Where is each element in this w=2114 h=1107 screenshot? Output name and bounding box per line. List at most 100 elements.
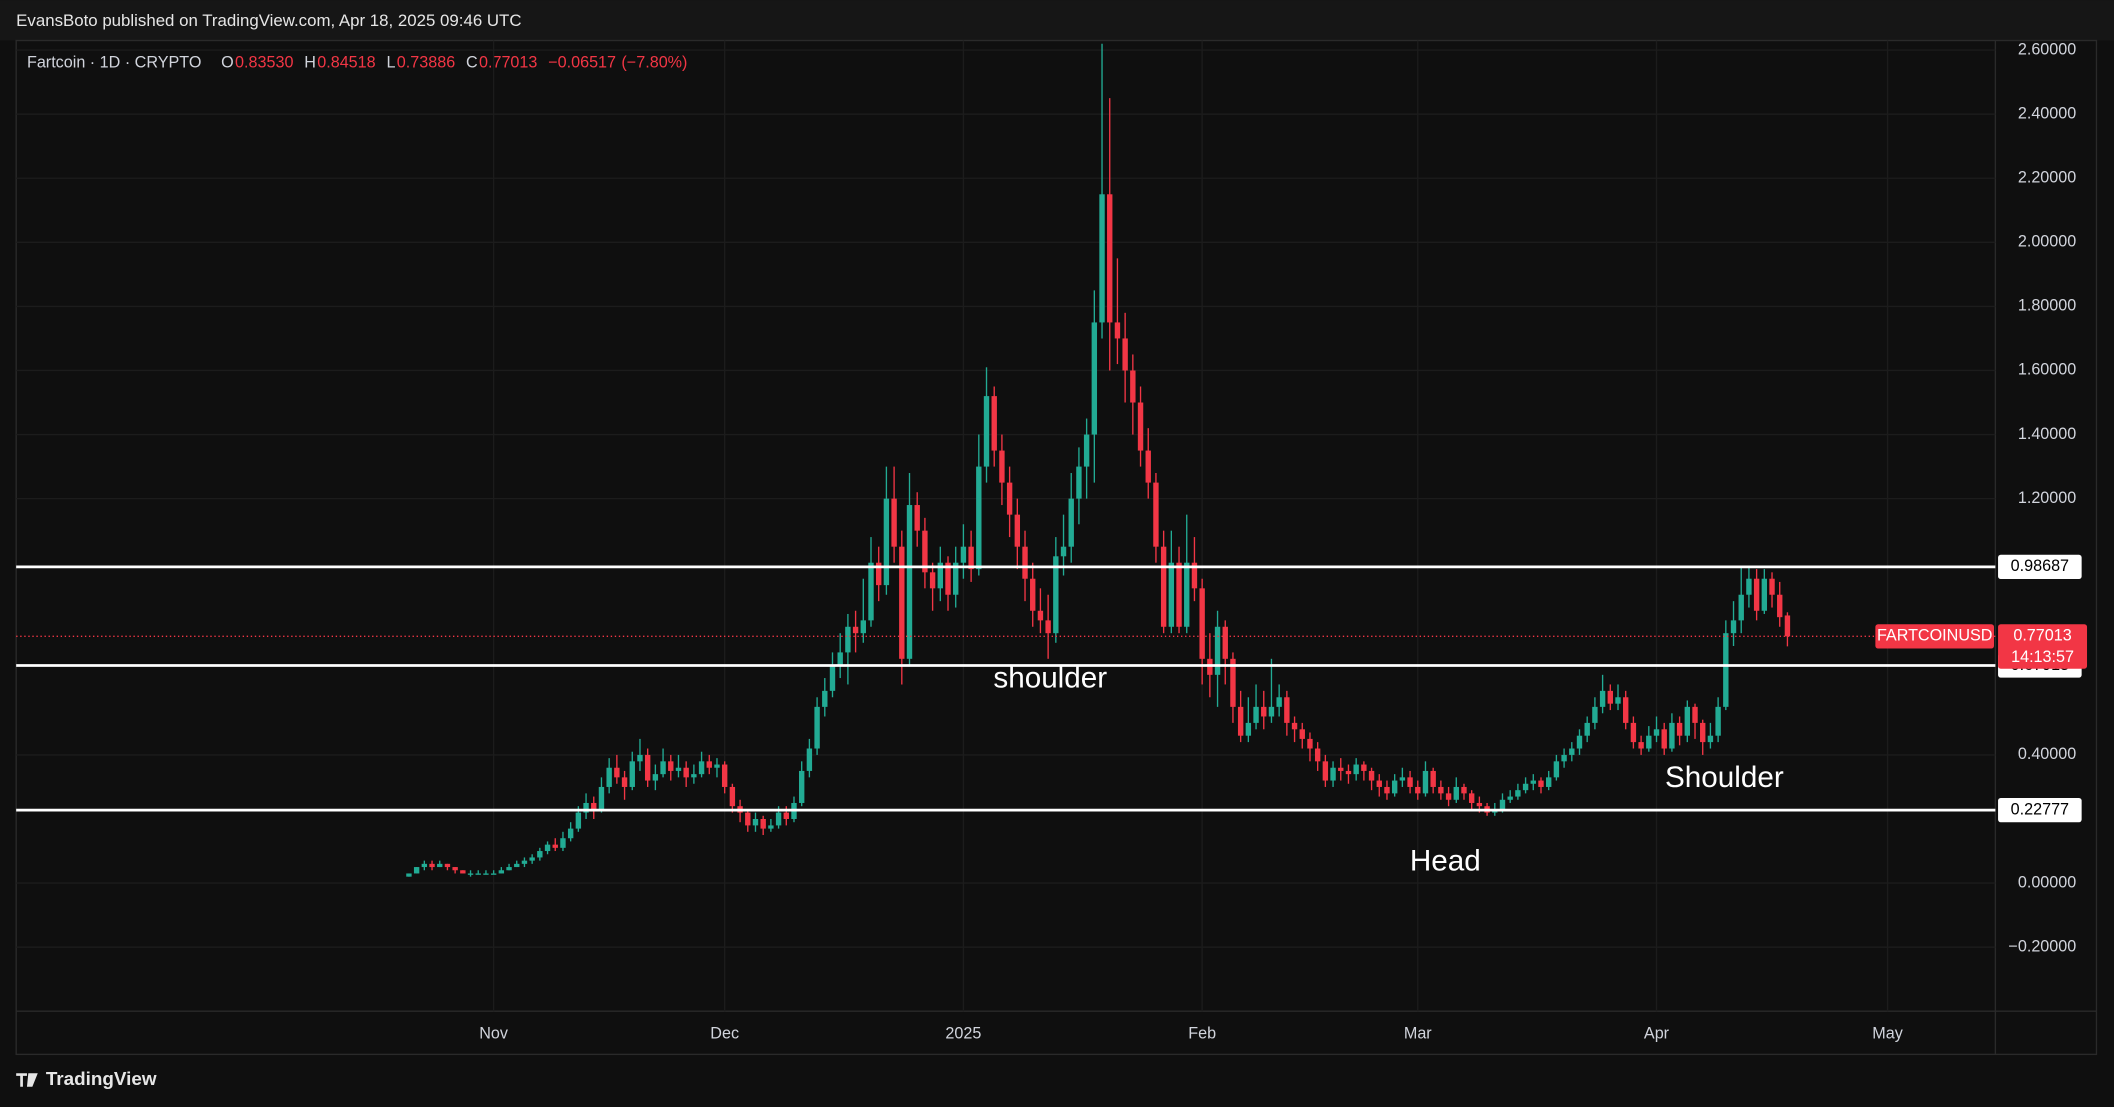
candle-body: [1314, 748, 1321, 762]
candle-body: [1076, 466, 1082, 499]
candle-body: [729, 786, 736, 807]
y-tick-label: 1.20000: [2018, 489, 2076, 507]
candle-body: [1707, 735, 1714, 743]
candle-body: [683, 767, 689, 778]
candle-body: [652, 774, 659, 781]
candle-body: [1307, 738, 1313, 749]
candle-body: [1284, 697, 1290, 723]
candle-body: [876, 562, 882, 586]
candle-body: [1153, 482, 1159, 547]
candle-body: [1083, 434, 1090, 467]
candle-body: [1438, 786, 1444, 794]
logo-icon: [16, 1073, 38, 1087]
candle-body: [953, 562, 959, 595]
candle-body: [845, 626, 851, 653]
level-label-box: [1998, 554, 2082, 580]
candle-body: [1391, 780, 1398, 794]
candle-body: [1476, 802, 1483, 807]
candle-body: [814, 706, 820, 749]
candle-body: [567, 828, 574, 839]
candle-body: [1091, 322, 1098, 435]
candle-body: [806, 748, 813, 771]
level-label: 0.22777: [2011, 800, 2069, 818]
candle-body: [1176, 562, 1182, 627]
candle-body: [1723, 633, 1729, 707]
candle-body: [1661, 729, 1667, 749]
candle-body: [768, 825, 774, 829]
y-tick-label: 2.60000: [2018, 40, 2076, 58]
symbol-tag: [1875, 624, 1995, 649]
candle-body: [1415, 786, 1421, 794]
candle-body: [1122, 338, 1128, 371]
legend-value: 0.84518: [317, 54, 375, 72]
candle-body: [698, 761, 705, 775]
candle-body: [521, 860, 528, 864]
x-tick-label: Feb: [1188, 1024, 1216, 1042]
candle-body: [1376, 780, 1382, 787]
candle-body: [1099, 194, 1105, 323]
candle-body: [837, 652, 843, 666]
legend-change-pct: (−7.80%): [621, 54, 687, 72]
x-tick-label: Apr: [1644, 1024, 1670, 1042]
candle-body: [1422, 770, 1429, 794]
candle-body: [1607, 690, 1613, 704]
x-tick-label: 2025: [945, 1024, 981, 1042]
candle-body: [1615, 697, 1621, 704]
candle-body: [1330, 767, 1336, 781]
candle-body: [560, 838, 566, 848]
candle-body: [467, 873, 474, 875]
candle-body: [614, 767, 620, 778]
candle-body: [883, 498, 890, 586]
candle-body: [629, 761, 635, 787]
candle-body: [829, 665, 836, 691]
y-tick-label: 0.00000: [2018, 873, 2076, 891]
candle-body: [1237, 706, 1244, 736]
candle-body: [1345, 770, 1352, 775]
candle-body: [1468, 793, 1475, 803]
candle-body: [999, 450, 1005, 483]
candle-body: [1738, 594, 1744, 621]
legend-key: L: [386, 54, 395, 72]
candle-body: [798, 770, 805, 803]
footer-logo: TradingView: [16, 1068, 157, 1089]
candle-body: [1299, 729, 1305, 739]
x-tick-label: May: [1872, 1024, 1903, 1042]
y-tick-label: 1.80000: [2018, 297, 2076, 315]
candle-body: [1453, 786, 1459, 800]
candle-body: [1569, 748, 1575, 755]
candle-body: [1522, 783, 1529, 791]
candle-body: [490, 873, 497, 875]
candle-body: [421, 863, 428, 868]
candle-body: [1022, 546, 1028, 579]
y-tick-label: 1.60000: [2018, 361, 2076, 379]
candle-body: [1060, 546, 1067, 557]
candle-body: [1361, 764, 1367, 771]
symbol: Fartcoin · 1D · CRYPTO: [27, 54, 201, 72]
candle-body: [537, 851, 543, 858]
level-label: 0.98687: [2011, 557, 2069, 575]
annotation: shoulder: [993, 661, 1107, 694]
legend-value: 0.73886: [397, 54, 455, 72]
candle-body: [668, 761, 674, 771]
candle-body: [552, 844, 558, 848]
candle-body: [1715, 706, 1721, 736]
candle-body: [1769, 578, 1775, 595]
candle-body: [1145, 450, 1151, 483]
candle-body: [1638, 742, 1644, 749]
level-label-box: [1998, 797, 2082, 823]
candle-body: [575, 812, 582, 829]
candle-body: [544, 844, 551, 852]
candle-body: [1561, 754, 1567, 762]
y-tick-label: 0.40000: [2018, 745, 2076, 763]
candle-body: [460, 870, 466, 874]
annotation: Head: [1410, 845, 1481, 878]
candle-body: [437, 863, 443, 868]
candle-body: [1700, 722, 1706, 743]
candle-body: [1261, 706, 1267, 717]
candle-body: [1199, 588, 1205, 659]
candle-body: [1461, 786, 1467, 794]
candle-body: [1730, 620, 1737, 634]
candle-body: [1137, 402, 1144, 451]
candle-body: [775, 812, 782, 826]
annotation: Shoulder: [1665, 761, 1784, 794]
